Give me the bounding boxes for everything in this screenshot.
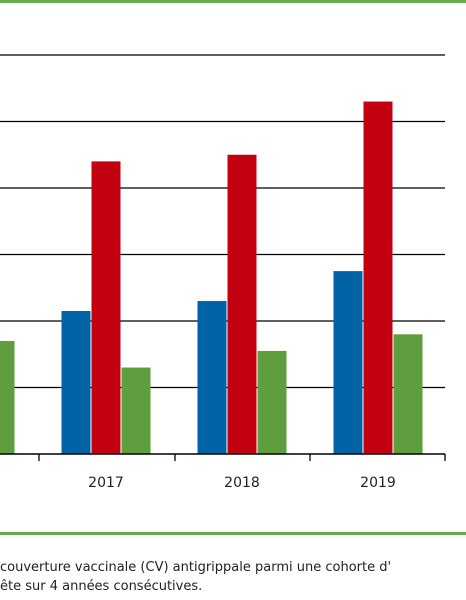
bar xyxy=(227,154,257,454)
bar xyxy=(121,367,151,454)
x-tick-label: 2017 xyxy=(88,475,124,491)
x-axis xyxy=(0,453,446,461)
bar-chart: 2017 2018 2019 xyxy=(0,54,446,491)
x-tick-label: 2019 xyxy=(360,475,396,491)
bar xyxy=(61,311,91,454)
bar xyxy=(393,334,423,454)
x-tick-label: 2018 xyxy=(224,475,260,491)
bottom-rule xyxy=(0,532,466,535)
x-tick-labels: 2017 2018 2019 xyxy=(88,475,396,491)
bar xyxy=(197,301,227,454)
figure-caption: couverture vaccinale (CV) antigrippale p… xyxy=(0,558,466,596)
caption-line-2: ête sur 4 années consécutives. xyxy=(0,579,203,594)
caption-line-1: couverture vaccinale (CV) antigrippale p… xyxy=(0,560,392,575)
bar xyxy=(257,350,287,454)
bars xyxy=(0,101,423,455)
bar xyxy=(333,271,363,454)
top-rule xyxy=(0,0,466,3)
bar xyxy=(0,340,15,454)
bar xyxy=(363,101,393,455)
bar xyxy=(91,161,121,454)
